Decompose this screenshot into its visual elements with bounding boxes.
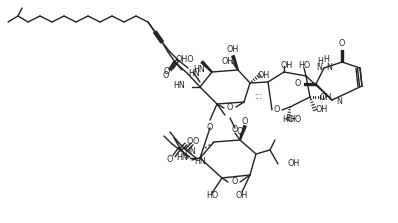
- Text: O: O: [274, 105, 280, 114]
- Text: HN: HN: [184, 147, 196, 157]
- Polygon shape: [240, 126, 246, 140]
- Text: HO: HO: [298, 62, 310, 70]
- Text: OH: OH: [281, 60, 293, 70]
- Text: HO: HO: [282, 116, 294, 124]
- Text: O: O: [163, 70, 169, 80]
- Text: OH: OH: [288, 159, 300, 169]
- Text: OH: OH: [320, 93, 332, 101]
- Text: HO: HO: [206, 190, 218, 200]
- Text: H: H: [323, 56, 329, 64]
- Text: N: N: [326, 64, 332, 72]
- Text: ···: ···: [254, 95, 261, 105]
- Text: HN: HN: [193, 66, 205, 74]
- Text: O: O: [232, 126, 238, 134]
- Text: OH: OH: [227, 45, 239, 54]
- Text: OH: OH: [315, 105, 327, 114]
- Polygon shape: [201, 61, 212, 72]
- Text: ···: ···: [254, 91, 261, 101]
- Text: O: O: [242, 118, 248, 126]
- Text: OHO: OHO: [176, 56, 194, 64]
- Text: O: O: [227, 103, 233, 112]
- Polygon shape: [232, 56, 238, 70]
- Text: O: O: [237, 128, 243, 136]
- Text: HN: HN: [188, 70, 200, 78]
- Text: HN: HN: [176, 153, 188, 163]
- Text: OH: OH: [222, 58, 234, 66]
- Text: H: H: [317, 58, 323, 66]
- Text: O: O: [295, 80, 301, 89]
- Text: O: O: [232, 178, 238, 186]
- Text: HN: HN: [173, 81, 185, 91]
- Text: HO: HO: [289, 116, 301, 124]
- Text: OH: OH: [236, 190, 248, 200]
- Text: O: O: [187, 136, 193, 145]
- Text: HN: HN: [194, 157, 206, 167]
- Text: O: O: [164, 68, 170, 76]
- Text: O: O: [193, 138, 199, 147]
- Text: O: O: [207, 124, 213, 132]
- Text: O: O: [339, 39, 345, 48]
- Text: O: O: [167, 155, 173, 165]
- Text: N: N: [336, 97, 342, 107]
- Text: N: N: [316, 64, 322, 72]
- Text: OH: OH: [257, 70, 269, 80]
